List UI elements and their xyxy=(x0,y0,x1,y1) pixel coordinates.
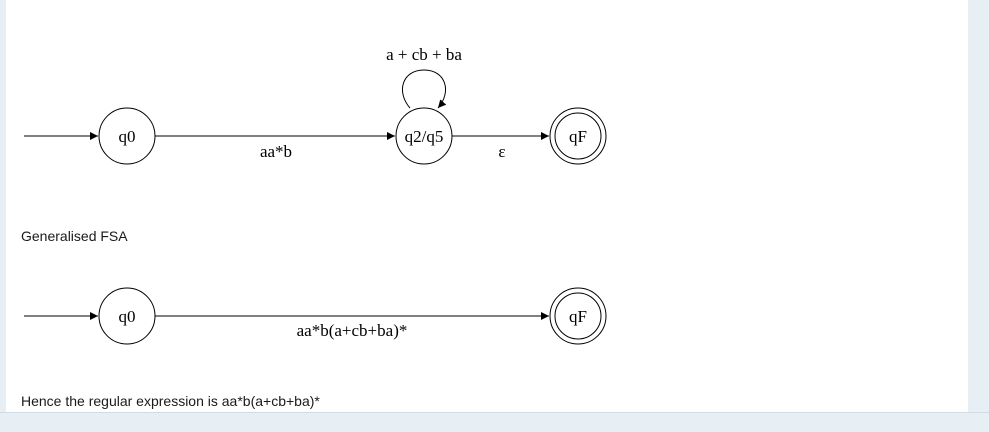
content-panel xyxy=(6,0,968,412)
fsa-diagram-1: q0 aa*b a + cb + ba q2/q5 ε qF xyxy=(24,45,607,165)
panel-bottom-border xyxy=(0,412,989,432)
state-qF-label-2: qF xyxy=(569,307,587,326)
state-q0-label-1: q0 xyxy=(119,127,136,146)
self-loop-q2q5 xyxy=(402,69,447,109)
state-qF-inner-1 xyxy=(554,112,602,160)
state-qF-outer-1 xyxy=(549,107,607,165)
state-q2q5-label: q2/q5 xyxy=(405,127,444,146)
state-qF-label-1: qF xyxy=(569,127,587,146)
caption-regular-expression: Hence the regular expression is aa*b(a+c… xyxy=(21,393,320,409)
state-q0-label-2: q0 xyxy=(119,307,136,326)
fsa-diagram-2: q0 aa*b(a+cb+ba)* qF xyxy=(24,287,607,345)
state-qF-inner-2 xyxy=(554,292,602,340)
edge-q2q5-to-qF-label: ε xyxy=(498,142,505,161)
edge-q0-to-qF-label: aa*b(a+cb+ba)* xyxy=(297,321,408,340)
self-loop-label: a + cb + ba xyxy=(386,45,462,64)
caption-generalised-fsa: Generalised FSA xyxy=(21,228,128,244)
edge-q0-to-q2q5-label: aa*b xyxy=(260,142,292,161)
state-qF-outer-2 xyxy=(549,287,607,345)
